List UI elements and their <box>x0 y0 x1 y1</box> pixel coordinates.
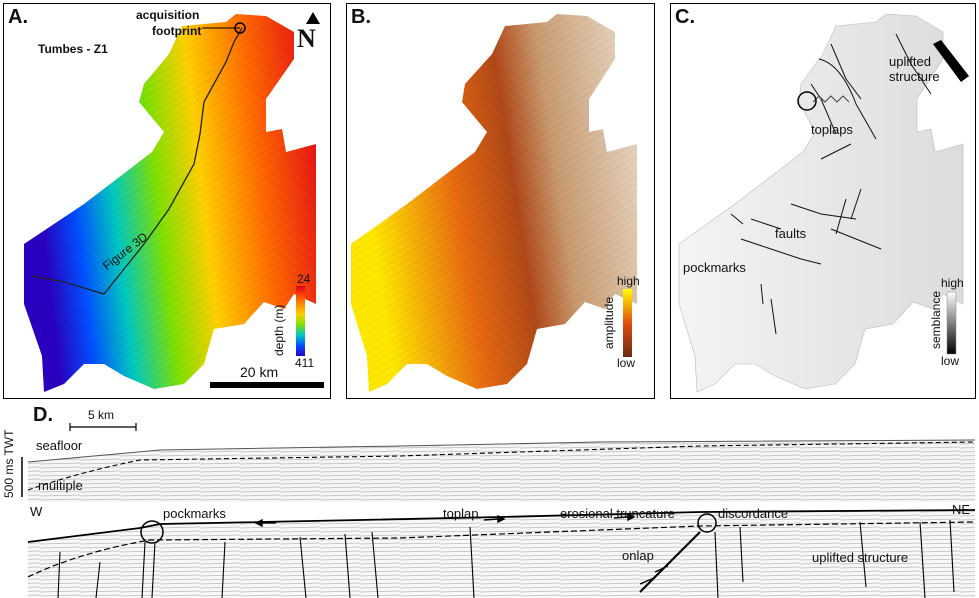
uplift-line2: structure <box>889 69 940 84</box>
semblance-colorbar <box>946 291 957 355</box>
colorbar-bottom-label: low <box>941 354 960 368</box>
scale-bar <box>210 382 324 388</box>
faults-label: faults <box>775 226 807 241</box>
onlap-line <box>639 531 701 593</box>
toplap-circle <box>797 91 817 111</box>
vertical-scale-label: 500 ms TWT <box>2 429 16 498</box>
northeast-label: NE <box>952 502 971 517</box>
seafloor-interp <box>27 509 976 543</box>
erosional-truncature-label: erosional truncature <box>560 506 675 521</box>
track-line <box>31 27 243 295</box>
colorbar-top-label: high <box>617 274 640 288</box>
depth-map <box>24 12 324 392</box>
panel-a: A. Tumbes - Z1 acquisition footprint N F… <box>3 3 331 399</box>
toplaps-label: toplaps <box>811 122 853 137</box>
uplifted-structure-label: uplifted structure <box>812 550 909 565</box>
panel-label: B. <box>351 6 371 28</box>
onlap-label: onlap <box>622 548 654 563</box>
toplap-zigzag <box>812 95 850 103</box>
seafloor-label: seafloor <box>36 438 83 453</box>
colorbar-title: amplitude <box>602 296 616 349</box>
multiple-line <box>27 441 976 491</box>
discordance-label: discordance <box>718 506 789 521</box>
fault-ticks <box>57 519 955 598</box>
colorbar-title: semblance <box>929 290 943 349</box>
scale-label: 5 km <box>88 408 115 422</box>
semblance-surface <box>678 13 964 393</box>
colorbar-bottom-label: 411 <box>295 356 315 370</box>
amplitude-colorbar <box>623 289 632 357</box>
uplift-line1: uplifted <box>889 54 931 69</box>
area-name: Tumbes - Z1 <box>38 42 108 56</box>
discordance-circle <box>697 513 717 533</box>
pockmarks-label: pockmarks <box>683 260 746 275</box>
scale-label: 20 km <box>240 364 279 380</box>
pockmarks-label: pockmarks <box>163 506 226 521</box>
panel-label: A. <box>8 6 28 28</box>
semblance-map <box>678 13 969 393</box>
panel-b: B. high low amplitude <box>346 3 655 399</box>
uplift-marker <box>933 40 969 82</box>
colorbar-top-label: high <box>941 276 964 290</box>
panel-d: D. 5 km 500 ms TWT seafloor multiple W N… <box>0 402 979 598</box>
seismic-sections <box>21 423 976 598</box>
west-label: W <box>30 504 43 519</box>
seafloor-line <box>27 439 976 463</box>
depth-colorbar <box>296 286 305 356</box>
amplitude-map <box>351 14 637 392</box>
colorbar-title: depth (m) <box>272 304 286 356</box>
toplap-arrows <box>254 512 669 585</box>
toplap-label: toplap <box>443 506 479 521</box>
north-label: N <box>297 24 316 53</box>
colorbar-top-label: 24 <box>297 272 311 286</box>
multiple-interp <box>27 521 976 578</box>
fault-lines <box>730 33 932 335</box>
panel-label: D. <box>33 404 53 426</box>
panel-label: C. <box>675 6 695 28</box>
panel-c: C. uplifted structure toplaps faults poc… <box>670 3 976 399</box>
pockmark-circle <box>140 520 164 544</box>
colorbar-bottom-label: low <box>617 356 636 370</box>
callout-line2: footprint <box>152 24 202 38</box>
callout-line1: acquisition <box>136 8 200 22</box>
north-arrow-icon <box>306 12 320 24</box>
multiple-label: multiple <box>38 478 83 493</box>
